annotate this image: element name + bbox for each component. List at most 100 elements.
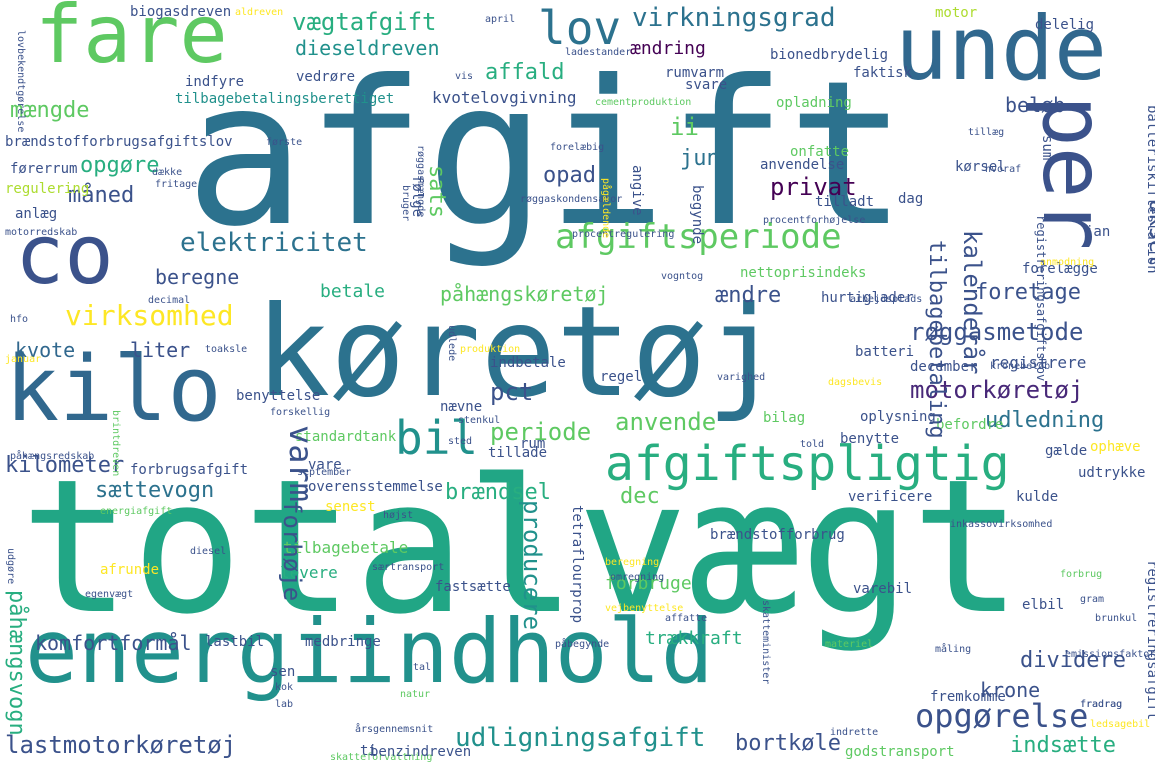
word-arsgennemsnit: årsgennemsnit — [355, 724, 434, 735]
word-gram: gram — [1080, 594, 1105, 605]
word-hurtiglader: hurtiglader — [821, 290, 914, 306]
word-registrere: registrere — [990, 353, 1087, 372]
word-brintdreven: brintdreven — [110, 410, 121, 477]
word-ti: ti — [360, 743, 377, 759]
word-opgore: opgøre — [80, 153, 160, 178]
word-fastsaette: fastsætte — [435, 579, 511, 595]
word-indrette: indrette — [830, 727, 879, 738]
word-regulering: regulering — [5, 181, 90, 197]
word-lastbil: lastbil — [205, 634, 265, 650]
word-skatteminister: skatteminister — [760, 600, 771, 685]
word-pct: pct — [490, 378, 534, 406]
word-aendre: ændre — [715, 283, 782, 308]
word-kvote: kvote — [15, 338, 76, 362]
word-virkningsgrad: virkningsgrad — [632, 3, 836, 33]
word-bil: bil — [395, 411, 479, 465]
word-procentregulering: procentregulering — [572, 229, 675, 240]
word-biogasdreven: biogasdreven — [130, 4, 232, 20]
word-beregning: beregning — [605, 557, 660, 568]
word-standardtank: standardtank — [295, 429, 397, 445]
word-april: april — [485, 14, 516, 25]
word-roggasmetode: røggasmetode — [910, 318, 1084, 346]
word-hojst: højst — [383, 510, 414, 521]
word-forbrug: forbrug — [1060, 569, 1103, 580]
word-roggasmaengde: røggasmængde — [415, 145, 426, 218]
word-natur: natur — [400, 689, 431, 700]
word-pahaengsredskab: påhængsredskab — [10, 451, 95, 462]
word-betale: betale — [320, 281, 386, 302]
word-befordre: befordre — [936, 417, 1004, 433]
word-kalenderar: kalenderår — [958, 230, 986, 375]
word-foretage: foretage — [975, 280, 1081, 305]
word-diesel: diesel — [190, 546, 227, 557]
word-inkassovirksomhed: inkassovirksomhed — [950, 519, 1053, 530]
word-udledning: udledning — [985, 408, 1105, 433]
word-bortkole: bortkøle — [735, 731, 841, 756]
word-privat: privat — [770, 173, 857, 201]
word-fare: fare — [35, 0, 228, 81]
word-tillade: tillade — [488, 445, 548, 461]
word-unde: unde — [895, 0, 1107, 100]
word-opladning: opladning — [776, 95, 852, 111]
word-december: december — [910, 359, 978, 375]
word-godstransport: godstransport — [845, 744, 955, 760]
word-onfatte: onfatte — [790, 144, 850, 160]
word-rum: rum — [520, 436, 546, 452]
word-rumvarm: rumvarm — [665, 65, 725, 81]
word-opgorelse: opgørelse — [915, 697, 1089, 735]
word-brunkul: brunkul — [1095, 613, 1138, 624]
word-procentforhojelse: procentforhøjelse — [763, 215, 866, 226]
word-juni: juni — [680, 146, 733, 171]
word-benzindreven: benzindreven — [370, 744, 472, 760]
word-afrunde: afrunde — [100, 562, 160, 578]
word-benyttelse: benyttelse — [236, 388, 321, 404]
word-forbrugsafgift: forbrugsafgift — [130, 462, 249, 478]
word-indfyre: indfyre — [185, 74, 245, 90]
word-vejbenyttelse: vejbenyttelse — [605, 603, 684, 614]
word-sum: sum — [1039, 135, 1055, 161]
word-periode: periode — [490, 418, 592, 446]
word-tilbagebetaling: tilbagebetaling — [924, 240, 949, 439]
word-egenvaegt: egenvægt — [85, 589, 134, 600]
word-saettevogn: sættevogn — [95, 478, 215, 503]
word-komfortformal: komfortformål — [35, 631, 192, 655]
word-roggaskondensator: røggaskondensator — [520, 194, 623, 205]
word-jan: jan — [1085, 224, 1111, 240]
word-elbil: elbil — [1022, 597, 1065, 613]
word-benytte: benytte — [840, 431, 900, 447]
word-stenkul: stenkul — [458, 415, 501, 426]
word-braendstofforbrug: brændstofforbrug — [710, 527, 845, 543]
word-afgift: afgift — [185, 38, 908, 271]
word-fritage: fritage — [155, 179, 198, 190]
word-traekkraft: trækkraft — [645, 628, 743, 649]
word-anvendelse: anvendelse — [760, 157, 845, 173]
word-afgiftspligtig: afgiftspligtig — [605, 436, 1010, 492]
word-september: september — [297, 467, 352, 478]
word-varighed: varighed — [717, 372, 766, 383]
word-vare: vare — [308, 457, 342, 473]
word-produktion: produktion — [460, 344, 521, 355]
word-udligningsafgift: udligningsafgift — [455, 723, 706, 753]
word-opad: opad — [543, 163, 596, 188]
word-vogntog: vogntog — [661, 271, 704, 282]
word-saertransport: særtransport — [372, 562, 445, 573]
word-aendring: ændring — [630, 38, 706, 59]
word-forskellig: forskellig — [270, 407, 331, 418]
word-tilbagebetalingsberettiget: tilbagebetalingsberettiget — [175, 91, 395, 107]
word-kvotelovgivning: kvotelovgivning — [432, 88, 577, 107]
word-fradrag: fradrag — [1080, 699, 1123, 710]
word-koretoj: køretøj — [255, 280, 782, 425]
word-dagsbevis: dagsbevis — [828, 377, 883, 388]
word-kok: kok — [275, 682, 294, 693]
word-senest: senest — [325, 499, 376, 515]
word-emissionsfaktor: emissionsfaktor — [1065, 649, 1155, 660]
word-producere: producere — [518, 500, 546, 631]
word-pagaeldende: pågældende — [600, 178, 611, 239]
word-tillaeg: tillæg — [968, 127, 1005, 138]
word-kulde: kulde — [1016, 489, 1059, 505]
word-virksomhed: virksomhed — [65, 299, 234, 332]
word-forhoje: forhøje — [278, 500, 306, 602]
word-maling: måling — [935, 644, 972, 655]
word-kilometer: kilometer — [5, 453, 125, 478]
